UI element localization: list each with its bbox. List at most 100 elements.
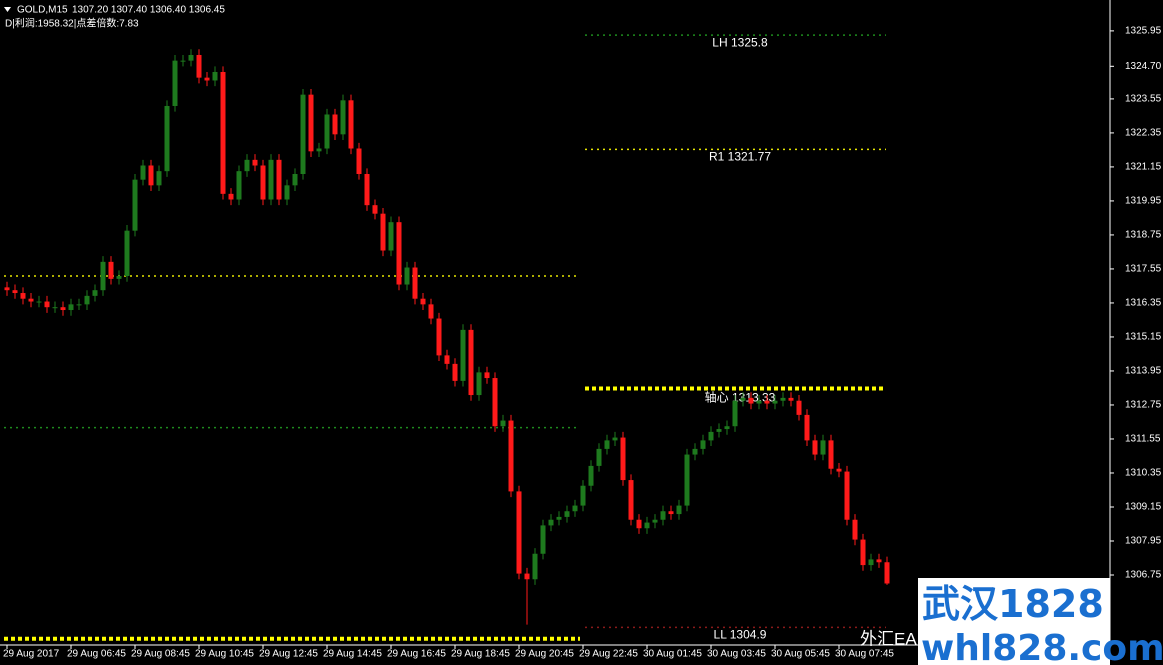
candle-body — [620, 437, 626, 481]
candle-body — [580, 485, 586, 506]
watermark-overlay: 外汇EA — [860, 629, 917, 648]
y-tick-label: 1317.55 — [1125, 264, 1162, 275]
candle-body — [244, 159, 250, 172]
candle-body — [532, 553, 538, 580]
candle-body — [164, 105, 170, 172]
candle-body — [268, 159, 274, 200]
y-tick-label: 1310.35 — [1125, 468, 1162, 479]
candle-body — [868, 559, 874, 566]
candle-body — [44, 301, 50, 308]
y-tick-label: 1324.70 — [1125, 61, 1162, 72]
x-tick-label: 30 Aug 07:45 — [835, 649, 894, 660]
candle-body — [564, 511, 570, 517]
candle-body — [188, 54, 194, 61]
candle-body — [412, 267, 418, 299]
y-tick-label: 1312.75 — [1125, 400, 1162, 411]
candle-body — [516, 491, 522, 574]
candle-body — [28, 298, 34, 302]
y-tick-label: 1322.35 — [1125, 128, 1162, 139]
y-tick-label: 1318.75 — [1125, 230, 1162, 241]
candle-body — [436, 318, 442, 356]
symbol: GOLD,M15 — [17, 5, 68, 16]
x-tick-label: 29 Aug 2017 — [3, 649, 60, 660]
candle-body — [468, 329, 474, 396]
candle-body — [156, 171, 162, 186]
candle-body — [148, 165, 154, 186]
candle-body — [404, 267, 410, 285]
candle-body — [676, 505, 682, 515]
candle-body — [460, 329, 466, 381]
watermark-box — [918, 578, 1110, 665]
y-tick-label: 1307.95 — [1125, 536, 1162, 547]
candle-body — [844, 471, 850, 520]
quote: 1307.20 1307.40 1306.40 1306.45 — [72, 5, 225, 16]
candle-body — [588, 465, 594, 486]
y-tick-label: 1323.55 — [1125, 94, 1162, 105]
y-tick-label: 1309.15 — [1125, 502, 1162, 513]
y-tick-label: 1315.15 — [1125, 332, 1162, 343]
candle-body — [316, 148, 322, 152]
candle-body — [668, 511, 674, 515]
x-tick-label: 29 Aug 16:45 — [387, 649, 446, 660]
candle-body — [444, 355, 450, 364]
candle-body — [116, 276, 122, 279]
candle-body — [484, 372, 490, 379]
level-label: LH 1325.8 — [712, 35, 768, 49]
candle-body — [380, 213, 386, 251]
candle-body — [284, 185, 290, 200]
candle-body — [196, 54, 202, 78]
x-tick-label: 29 Aug 20:45 — [515, 649, 574, 660]
candle-body — [388, 222, 394, 251]
candle-body — [740, 397, 746, 401]
candle-body — [820, 440, 826, 455]
candle-body — [92, 290, 98, 296]
candle-body — [300, 94, 306, 175]
info: D|利润:1958.32|点差倍数:7.83 — [5, 17, 139, 30]
watermark-line2: whl828.com — [921, 628, 1163, 665]
candle-body — [4, 287, 10, 291]
x-tick-label: 29 Aug 14:45 — [323, 649, 382, 660]
candle-body — [508, 420, 514, 492]
x-tick-label: 29 Aug 12:45 — [259, 649, 318, 660]
candle-body — [212, 71, 218, 81]
candle-body — [492, 378, 498, 427]
candle-body — [884, 562, 890, 584]
candle-body — [236, 171, 242, 200]
y-tick-label: 1311.55 — [1125, 434, 1161, 445]
candle-body — [348, 100, 354, 149]
y-tick-label: 1321.15 — [1125, 162, 1162, 173]
candle-body — [644, 522, 650, 529]
candle-body — [572, 505, 578, 512]
candle-body — [100, 261, 106, 291]
candle-body — [780, 397, 786, 401]
plot: 1325.95 1324.70 1323.55 1322.35 1321.15 1319.… — [3, 26, 1162, 660]
candle-body — [596, 448, 602, 466]
candle-body — [204, 77, 210, 81]
level-label: R1 1321.77 — [709, 150, 771, 164]
candle-body — [540, 525, 546, 554]
x-tick-label: 30 Aug 01:45 — [643, 649, 702, 660]
y-tick-label: 1319.95 — [1125, 196, 1162, 207]
candle-body — [140, 165, 146, 180]
candle-body — [548, 519, 554, 526]
candle-body — [308, 94, 314, 152]
candle-body — [132, 179, 138, 231]
candle-body — [324, 114, 330, 149]
candle-body — [260, 165, 266, 200]
candle-body — [724, 426, 730, 430]
candle-body — [68, 304, 74, 311]
candle-body — [860, 539, 866, 566]
candle-body — [764, 400, 770, 404]
candle-body — [716, 429, 722, 432]
candle-body — [180, 60, 186, 62]
candle-body — [684, 454, 690, 506]
candle-body — [788, 397, 794, 401]
candle-body — [652, 519, 658, 523]
level-label: LL 1304.9 — [714, 628, 767, 642]
y-tick-label: 1325.95 — [1125, 26, 1162, 37]
candle-body — [500, 420, 506, 427]
candle-body — [428, 304, 434, 319]
candle-body — [452, 363, 458, 381]
x-tick-label: 29 Aug 10:45 — [195, 649, 254, 660]
